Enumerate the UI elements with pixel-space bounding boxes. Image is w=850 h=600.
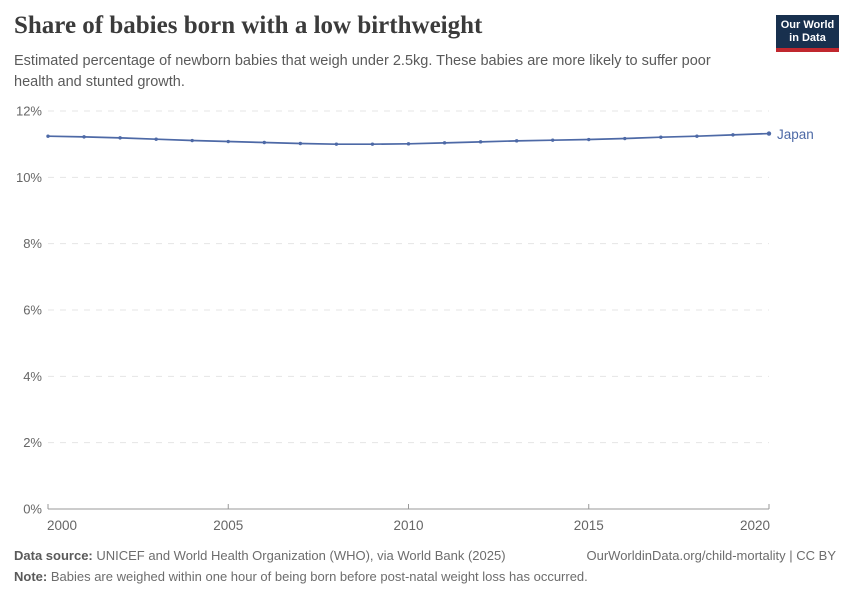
chart-subtitle: Estimated percentage of newborn babies t… (14, 53, 711, 90)
y-axis-tick-label: 2% (23, 435, 42, 450)
data-point-2009[interactable] (370, 142, 375, 146)
note-line: Note: Babies are weighed within one hour… (14, 569, 588, 584)
data-point-2005[interactable] (226, 139, 230, 144)
data-point-2000[interactable] (46, 134, 50, 138)
owid-logo-line1: Our World (780, 18, 835, 31)
owid-citation-link[interactable]: OurWorldinData.org/child-mortality | CC … (586, 548, 837, 563)
data-point-2013[interactable] (514, 139, 519, 143)
data-point-2003[interactable] (154, 137, 158, 141)
y-axis-tick-label: 10% (16, 170, 42, 185)
data-point-2012[interactable] (478, 140, 483, 144)
x-axis-tick-label: 2015 (574, 518, 604, 533)
data-point-2010[interactable] (406, 142, 411, 146)
data-point-2004[interactable] (190, 138, 194, 143)
y-axis-tick-label: 6% (23, 303, 42, 318)
note-text: Babies are weighed within one hour of be… (47, 569, 588, 584)
data-source-line: Data source: UNICEF and World Health Org… (14, 548, 506, 563)
data-point-2020[interactable] (766, 131, 772, 136)
x-axis-tick-label: 2000 (47, 518, 77, 533)
series-label-japan[interactable]: Japan (777, 126, 814, 142)
y-axis-tick-label: 12% (16, 104, 42, 119)
y-axis-tick-label: 4% (23, 369, 42, 384)
data-point-2007[interactable] (298, 141, 303, 146)
y-axis-tick-label: 0% (23, 502, 42, 517)
x-axis-tick-label: 2005 (213, 518, 243, 533)
data-point-2002[interactable] (118, 136, 122, 140)
page-title: Share of babies born with a low birthwei… (14, 12, 483, 39)
data-source-text: UNICEF and World Health Organization (WH… (92, 548, 506, 563)
data-point-2018[interactable] (695, 134, 699, 138)
data-point-2006[interactable] (262, 140, 266, 145)
note-label: Note: (14, 569, 48, 584)
owid-logo-line2: in Data (789, 31, 826, 44)
data-point-2019[interactable] (731, 133, 735, 137)
data-point-2001[interactable] (82, 135, 86, 139)
data-source-label: Data source: (14, 548, 93, 563)
data-point-2008[interactable] (334, 142, 339, 146)
owid-logo[interactable]: Our World in Data (776, 15, 839, 52)
x-axis-tick-label: 2010 (393, 518, 423, 533)
data-point-2017[interactable] (659, 135, 663, 139)
data-point-2011[interactable] (442, 141, 447, 145)
data-point-2015[interactable] (587, 137, 591, 142)
y-axis-tick-label: 8% (23, 236, 42, 251)
data-point-2016[interactable] (623, 136, 627, 141)
x-axis-tick-label: 2020 (740, 518, 770, 533)
data-point-2014[interactable] (551, 138, 555, 142)
